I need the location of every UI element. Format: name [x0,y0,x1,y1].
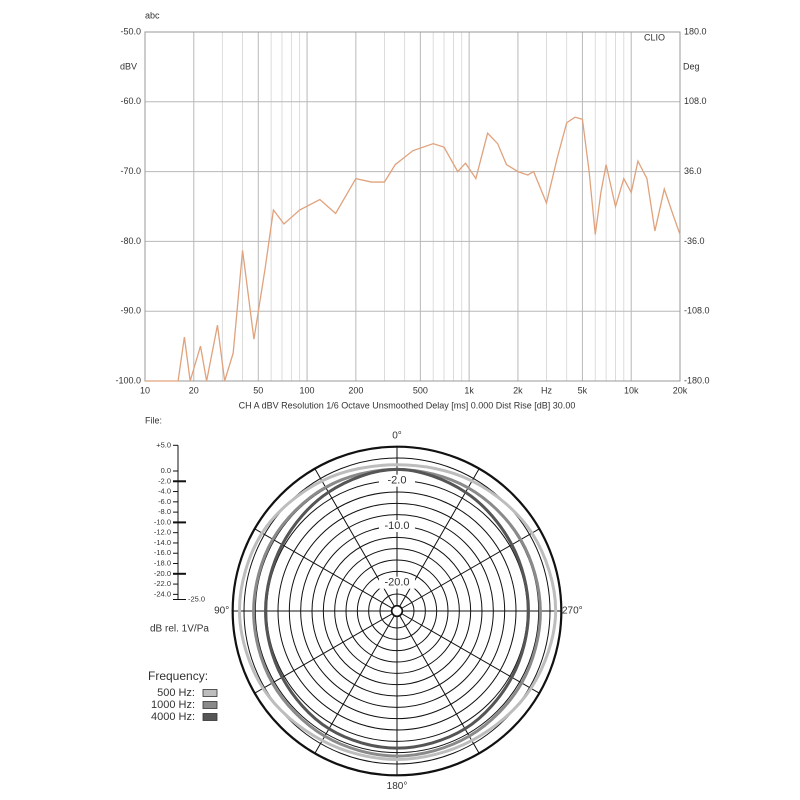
legend-label: 500 Hz: [157,687,195,699]
y-tick-label: -50.0 [120,26,141,36]
scale-tick-label: -25.0 [188,594,205,603]
brand: CLIO [644,32,665,42]
scale-tick-label: -6.0 [158,497,171,506]
y-tick-label: -60.0 [120,96,141,106]
x-tick-label: 1k [464,385,474,395]
r-tick-label-bg [379,474,415,487]
response-line [145,116,681,382]
scale-tick-label: -10.0 [154,517,171,526]
scale-tick-label: -20.0 [154,569,171,578]
y2-tick-label: 108.0 [684,96,707,106]
legend-swatch [202,689,218,697]
spoke [254,528,398,612]
spoke [254,610,398,694]
legend-label: 4000 Hz: [151,711,195,723]
y2-tick-label: 36.0 [684,166,702,176]
scale-tick-label: +5.0 [156,440,171,449]
plot-frame [144,31,681,382]
r-tick-label: -20.0 [384,577,409,589]
y-tick-label: -80.0 [120,236,141,246]
x-tick-label: 20 [189,385,199,395]
x-tick-label: 10 [140,385,150,395]
theta-label: 0° [392,430,402,441]
x-tick-label: 100 [300,385,315,395]
y-axis-label: dBV [120,61,137,71]
theta-label: 180° [387,781,408,792]
y-tick-label: -100.0 [115,375,141,385]
y2-tick-label: -108.0 [684,306,710,316]
x-tick-label: 10k [624,385,639,395]
x-tick-label: 500 [413,385,428,395]
scale-tick-label: -14.0 [154,538,171,547]
x-tick-label: 50 [253,385,263,395]
y-tick-label: -90.0 [120,306,141,316]
x-tick-label: 20k [673,385,688,395]
x-tick-label: 5k [578,385,588,395]
x-unit-label: Hz [541,385,552,395]
footer: CH A dBV Resolution 1/6 Octave Unsmoothe… [239,400,576,410]
corner-label: abc [145,10,160,20]
legend-label: 1000 Hz: [151,699,195,711]
theta-label: 270° [562,606,583,617]
r-tick-label-bg [379,520,415,532]
y-tick-label: -70.0 [120,166,141,176]
spoke [396,610,540,694]
y2-tick-label: -36.0 [684,236,705,246]
scale-tick-label: -16.0 [154,548,171,557]
polar-series [237,463,558,761]
r-tick-label: -2.0 [388,475,407,487]
spoke [396,528,540,612]
scale-tick-label: 0.0 [161,466,171,475]
scale-tick-label: -8.0 [158,507,171,516]
y2-tick-label: 180.0 [684,26,707,36]
y2-axis-label: Deg [683,61,700,71]
r-tick-label-bg [379,576,415,589]
scale-tick-label: -12.0 [154,528,171,537]
scale-tick-label: -4.0 [158,487,171,496]
x-tick-label: 200 [348,385,363,395]
r-tick-label: -10.0 [384,520,409,532]
scale-tick-label: -22.0 [154,579,171,588]
legend-title: Frequency: [148,669,208,683]
x-tick-label: 2k [513,385,523,395]
file-label: File: [145,415,162,425]
scale-label: dB rel. 1V/Pa [150,624,209,635]
theta-label: 90° [214,606,229,617]
scale-tick-label: -24.0 [154,589,171,598]
scale-tick-label: -18.0 [154,559,171,568]
scale-tick-label: -2.0 [158,476,171,485]
y2-tick-label: -180.0 [684,375,710,385]
center-dot [391,605,403,617]
polar-series [252,467,542,758]
legend-swatch [202,701,218,709]
legend-swatch [202,713,218,721]
polar-series [264,467,530,750]
